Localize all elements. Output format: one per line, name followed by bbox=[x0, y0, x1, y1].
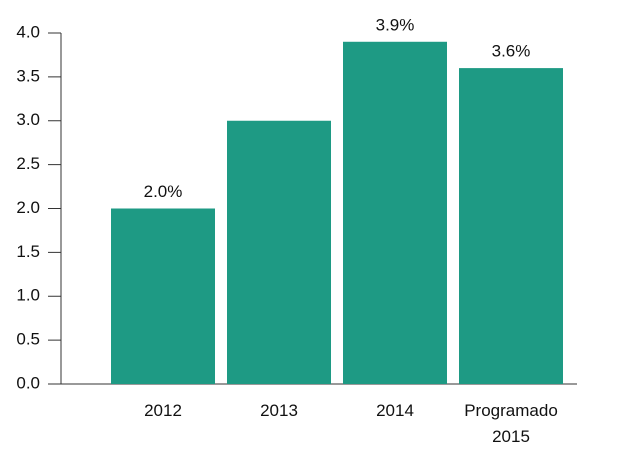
y-tick-label: 0.5 bbox=[16, 330, 40, 349]
y-tick-label: 1.5 bbox=[16, 242, 40, 261]
y-tick-label: 1.0 bbox=[16, 286, 40, 305]
x-tick-label: Programado 2015 bbox=[464, 401, 558, 446]
bar bbox=[227, 120, 331, 384]
bar bbox=[459, 68, 563, 384]
y-tick-label: 4.0 bbox=[16, 22, 40, 41]
x-tick-label: 2012 bbox=[144, 401, 182, 420]
x-tick-label: 2013 bbox=[260, 401, 298, 420]
value-label: 3.6% bbox=[492, 42, 531, 61]
y-tick-label: 0.0 bbox=[16, 373, 40, 392]
bar bbox=[111, 208, 215, 384]
x-tick-label: 2014 bbox=[376, 401, 414, 420]
y-tick-label: 3.5 bbox=[16, 66, 40, 85]
bar bbox=[343, 41, 447, 385]
y-tick-label: 3.0 bbox=[16, 110, 40, 129]
y-tick-label: 2.0 bbox=[16, 198, 40, 217]
value-label: 3.9% bbox=[376, 15, 415, 34]
value-label: 2.0% bbox=[144, 182, 183, 201]
y-tick-label: 2.5 bbox=[16, 154, 40, 173]
